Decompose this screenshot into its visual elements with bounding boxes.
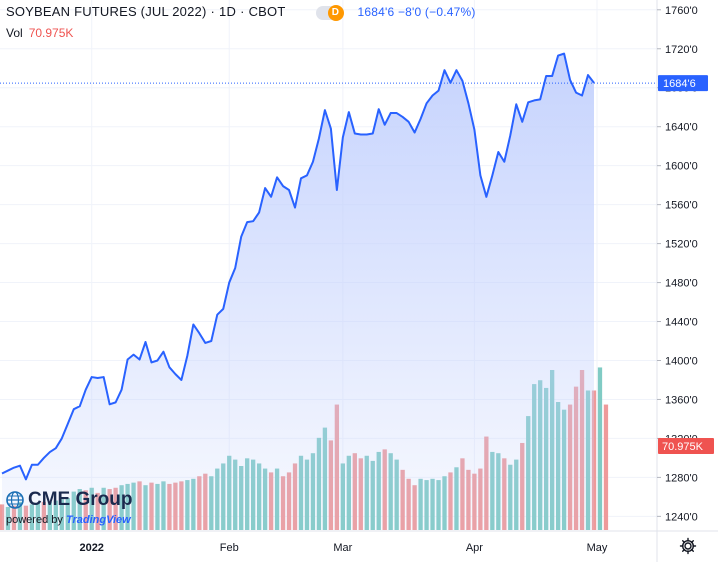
header-last-price: 1684'6 −8'0 (−0.47%) xyxy=(358,5,476,19)
price-tick-label: 1440'0 xyxy=(665,317,698,329)
price-tick-label: 1480'0 xyxy=(665,278,698,290)
price-tick-label: 1520'0 xyxy=(665,239,698,251)
gear-icon[interactable] xyxy=(679,537,697,555)
time-axis[interactable]: 2022 Feb Mar Apr May xyxy=(79,542,607,554)
last-price-badge: 1684'6 xyxy=(658,75,708,92)
powered-by[interactable]: powered by TradingView xyxy=(6,514,131,526)
last-price-badge-bg xyxy=(658,75,708,92)
price-tick-label: 1360'0 xyxy=(665,394,698,406)
volume-badge: 70.975K xyxy=(658,438,714,454)
powered-by-label: powered by xyxy=(6,514,63,526)
time-tick-label: Feb xyxy=(220,542,239,554)
tradingview-logo: TradingView xyxy=(65,514,131,526)
price-axis[interactable]: 1240'01280'01320'01360'01400'01440'01480… xyxy=(657,5,698,524)
header-change: −8'0 (−0.47%) xyxy=(397,5,476,19)
volume-legend: Vol 70.975K xyxy=(6,26,73,40)
volume-legend-label: Vol xyxy=(6,26,23,40)
symbol-title[interactable]: SOYBEAN FUTURES (JUL 2022) xyxy=(6,4,207,19)
time-tick-label: 2022 xyxy=(79,542,103,554)
price-tick-label: 1560'0 xyxy=(665,200,698,212)
volume-bar xyxy=(597,367,603,530)
header-price-value: 1684'6 xyxy=(357,5,395,19)
time-tick-label: May xyxy=(587,542,608,554)
time-tick-label: Apr xyxy=(466,542,483,554)
exchange-label: CBOT xyxy=(248,4,286,19)
globe-icon xyxy=(6,491,24,509)
volume-bar xyxy=(603,404,609,530)
price-tick-label: 1760'0 xyxy=(665,5,698,17)
price-line xyxy=(1,52,595,481)
cme-logo[interactable]: CME Group xyxy=(6,489,133,511)
last-price-badge-label: 1684'6 xyxy=(663,78,696,90)
volume-badge-bg xyxy=(658,438,714,454)
volume-badge-label: 70.975K xyxy=(662,441,704,453)
price-tick-label: 1280'0 xyxy=(665,472,698,484)
price-tick-label: 1600'0 xyxy=(665,161,698,173)
volume-legend-value: 70.975K xyxy=(28,26,74,40)
price-area-fill xyxy=(2,53,594,530)
interval-label[interactable]: 1D xyxy=(219,4,237,19)
cme-logo-text: CME Group xyxy=(28,489,133,510)
chart-header: SOYBEAN FUTURES (JUL 2022) · 1D · CBOT D 1684'… xyxy=(6,4,476,21)
price-tick-label: 1720'0 xyxy=(665,44,698,56)
delay-toggle[interactable]: D xyxy=(315,4,344,21)
price-tick-label: 1640'0 xyxy=(665,122,698,134)
price-tick-label: 1400'0 xyxy=(665,355,698,367)
delayed-badge: D xyxy=(327,4,344,21)
price-tick-label: 1240'0 xyxy=(665,511,698,523)
time-tick-label: Mar xyxy=(333,542,352,554)
